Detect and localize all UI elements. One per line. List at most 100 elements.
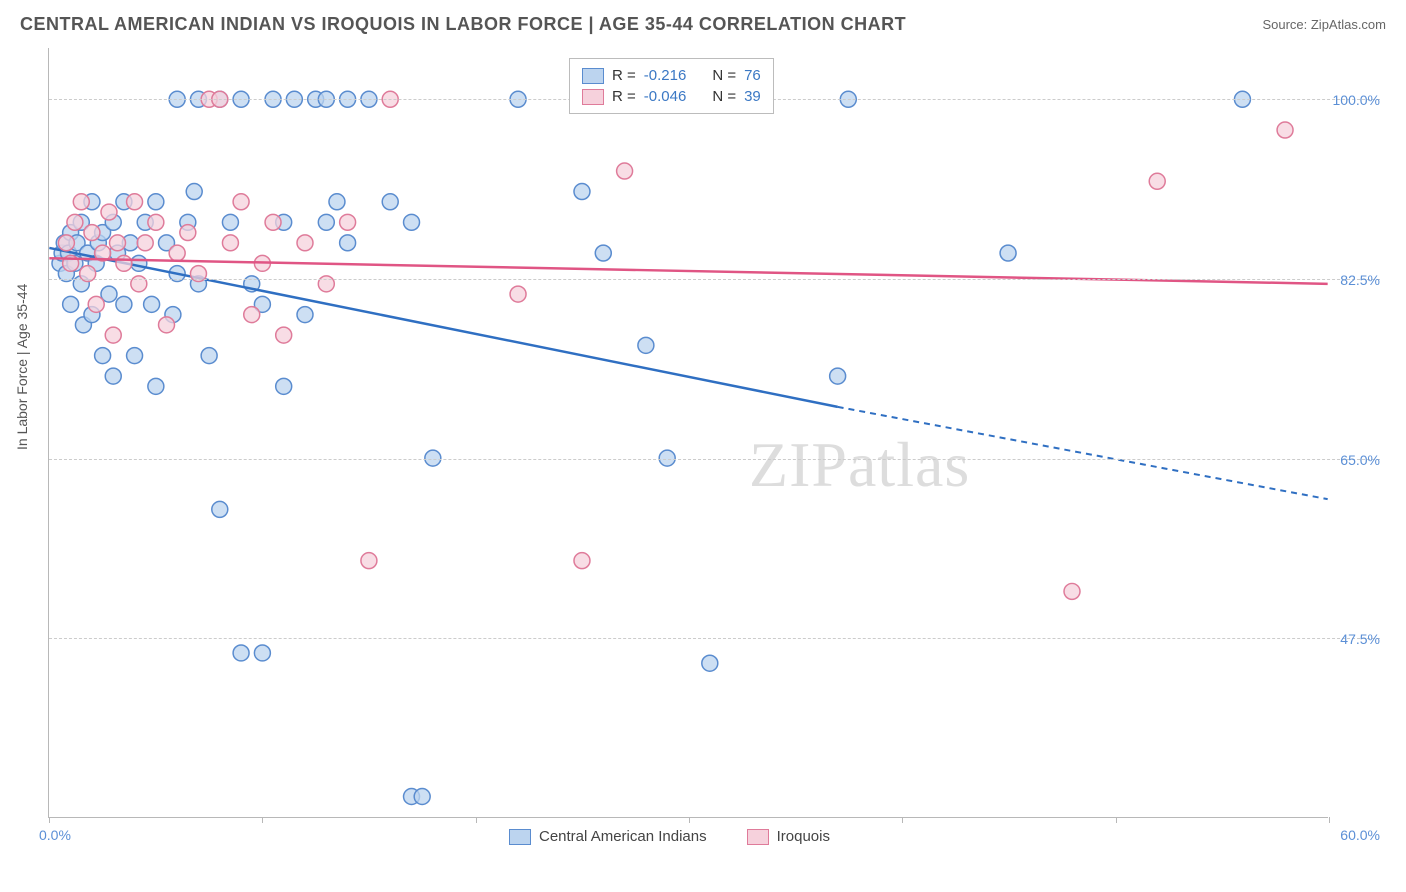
chart-area: ZIPatlas 100.0%82.5%65.0%47.5% 0.0% 60.0… — [48, 48, 1328, 818]
data-point — [233, 194, 249, 210]
data-point — [638, 337, 654, 353]
data-point — [617, 163, 633, 179]
source-link[interactable]: ZipAtlas.com — [1311, 17, 1386, 32]
data-point — [574, 184, 590, 200]
x-axis-max-label: 60.0% — [1340, 827, 1380, 843]
data-point — [127, 348, 143, 364]
data-point — [101, 204, 117, 220]
gridline: 47.5% — [49, 638, 1380, 639]
r-value: -0.046 — [644, 88, 687, 105]
legend-item: Central American Indians — [509, 828, 707, 845]
data-point — [222, 214, 238, 230]
data-point — [144, 296, 160, 312]
legend-swatch — [582, 68, 604, 84]
data-point — [414, 789, 430, 805]
data-point — [88, 296, 104, 312]
gridline: 82.5% — [49, 279, 1380, 280]
r-label: R = — [612, 67, 636, 84]
data-point — [116, 296, 132, 312]
legend-swatch — [582, 89, 604, 105]
data-point — [131, 255, 147, 271]
data-point — [329, 194, 345, 210]
y-axis-label: In Labor Force | Age 35-44 — [14, 284, 30, 450]
data-point — [116, 255, 132, 271]
data-point — [276, 327, 292, 343]
legend-swatch — [747, 829, 769, 845]
data-point — [105, 368, 121, 384]
data-point — [159, 317, 175, 333]
legend-row: R = -0.046 N = 39 — [582, 86, 761, 107]
r-value: -0.216 — [644, 67, 687, 84]
data-point — [212, 501, 228, 517]
legend-swatch — [509, 829, 531, 845]
data-point — [148, 378, 164, 394]
data-point — [148, 194, 164, 210]
data-point — [244, 307, 260, 323]
legend-label: Central American Indians — [539, 828, 707, 845]
data-point — [340, 214, 356, 230]
data-point — [169, 245, 185, 261]
gridline: 65.0% — [49, 459, 1380, 460]
x-tick — [262, 817, 263, 823]
data-point — [67, 214, 83, 230]
x-tick — [1116, 817, 1117, 823]
data-point — [186, 184, 202, 200]
data-point — [510, 286, 526, 302]
source-attribution: Source: ZipAtlas.com — [1262, 17, 1386, 32]
data-point — [276, 378, 292, 394]
data-point — [180, 225, 196, 241]
data-point — [1277, 122, 1293, 138]
gridline-label: 82.5% — [1340, 272, 1380, 288]
data-point — [297, 307, 313, 323]
data-point — [63, 296, 79, 312]
data-point — [137, 235, 153, 251]
data-point — [574, 553, 590, 569]
regression-line-extension — [838, 407, 1328, 499]
gridline-label: 47.5% — [1340, 631, 1380, 647]
data-point — [1064, 583, 1080, 599]
data-point — [702, 655, 718, 671]
data-point — [361, 553, 377, 569]
legend-item: Iroquois — [747, 828, 830, 845]
gridline-label: 65.0% — [1340, 452, 1380, 468]
r-label: R = — [612, 88, 636, 105]
legend-row: R = -0.216 N = 76 — [582, 65, 761, 86]
series-legend: Central American Indians Iroquois — [509, 828, 830, 845]
data-point — [1149, 173, 1165, 189]
header: CENTRAL AMERICAN INDIAN VS IROQUOIS IN L… — [0, 0, 1406, 45]
n-label: N = — [712, 67, 736, 84]
data-point — [222, 235, 238, 251]
x-tick — [902, 817, 903, 823]
x-tick — [1329, 817, 1330, 823]
x-axis-min-label: 0.0% — [39, 827, 71, 843]
gridline-label: 100.0% — [1333, 92, 1380, 108]
data-point — [318, 214, 334, 230]
source-prefix: Source: — [1262, 17, 1310, 32]
n-value: 39 — [744, 88, 761, 105]
x-tick — [49, 817, 50, 823]
n-value: 76 — [744, 67, 761, 84]
chart-title: CENTRAL AMERICAN INDIAN VS IROQUOIS IN L… — [20, 14, 906, 35]
data-point — [1000, 245, 1016, 261]
data-point — [254, 645, 270, 661]
data-point — [233, 645, 249, 661]
data-point — [110, 235, 126, 251]
correlation-legend: R = -0.216 N = 76 R = -0.046 N = 39 — [569, 58, 774, 114]
data-point — [297, 235, 313, 251]
data-point — [148, 214, 164, 230]
data-point — [340, 235, 356, 251]
plot-svg — [49, 48, 1328, 817]
data-point — [127, 194, 143, 210]
data-point — [105, 327, 121, 343]
data-point — [595, 245, 611, 261]
data-point — [58, 235, 74, 251]
legend-label: Iroquois — [777, 828, 830, 845]
x-tick — [476, 817, 477, 823]
data-point — [830, 368, 846, 384]
x-tick — [689, 817, 690, 823]
data-point — [84, 225, 100, 241]
data-point — [404, 214, 420, 230]
data-point — [265, 214, 281, 230]
data-point — [201, 348, 217, 364]
data-point — [73, 194, 89, 210]
